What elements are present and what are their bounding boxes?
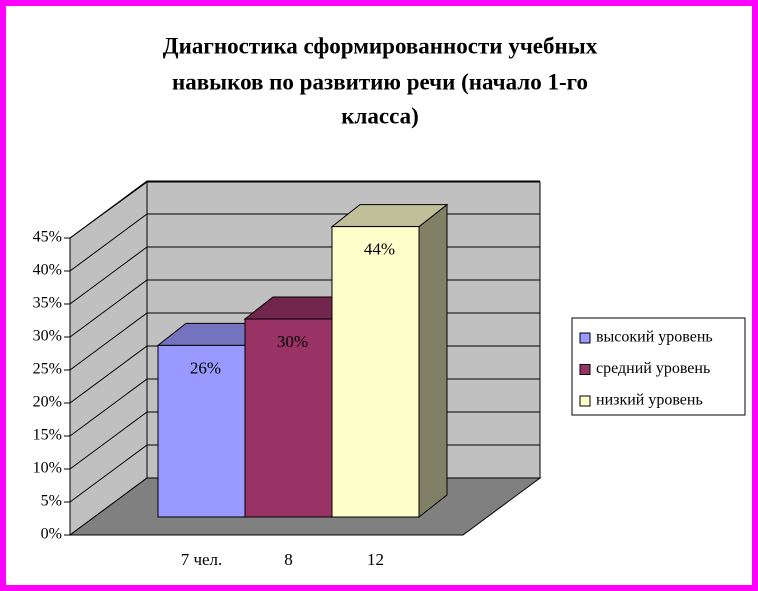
y-tick-label: 20% (33, 394, 62, 411)
legend-label: низкий уровень (596, 392, 703, 409)
grid-line (69, 411, 148, 470)
legend-label: средний уровень (596, 360, 710, 377)
y-tick-label: 40% (33, 262, 62, 279)
legend-label: высокий уровень (596, 329, 713, 346)
grid-line (69, 378, 148, 437)
legend (571, 317, 746, 416)
grid-line (69, 279, 148, 338)
legend-swatch (579, 364, 591, 375)
bar (331, 226, 420, 518)
y-tick-label: 30% (33, 328, 62, 345)
grid-line (69, 213, 148, 272)
grid-line (69, 180, 148, 239)
x-tick-label: 7 чел. (181, 550, 223, 569)
y-tick-label: 45% (33, 229, 62, 246)
value-label: 44% (364, 240, 395, 259)
bar (157, 344, 246, 518)
grid-line (69, 345, 148, 404)
chart-title: навыков по развитию речи (начало 1-го (172, 69, 588, 94)
value-label: 26% (190, 358, 221, 377)
legend-swatch (579, 395, 591, 407)
y-tick-label: 25% (33, 361, 62, 378)
grid-line (69, 444, 148, 503)
bar (244, 318, 333, 518)
value-label: 30% (277, 332, 308, 351)
y-tick-label: 15% (33, 427, 62, 444)
y-tick-label: 35% (33, 295, 62, 312)
y-tick-label: 10% (33, 460, 62, 477)
side-wall (69, 181, 148, 536)
bar-side (418, 203, 448, 519)
x-tick-label: 8 (284, 550, 293, 569)
chart-title: Диагностика сформированности учебных (163, 33, 598, 58)
x-tick-label: 12 (367, 550, 384, 569)
y-tick-label: 0% (41, 526, 62, 543)
legend-swatch (579, 332, 591, 344)
chart-title: класса) (341, 103, 419, 128)
grid-line (69, 312, 148, 371)
grid-line (69, 246, 148, 305)
y-tick-label: 5% (41, 493, 62, 510)
